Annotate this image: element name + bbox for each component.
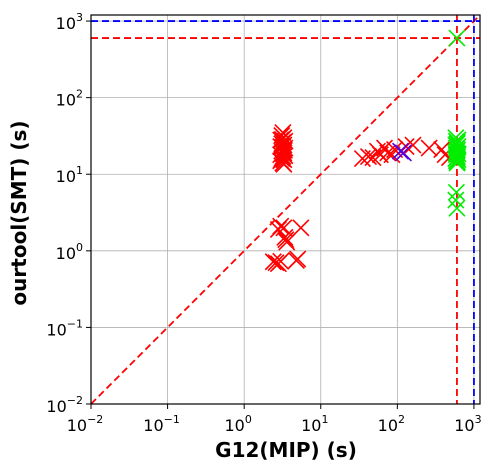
data-point-marker <box>391 142 410 160</box>
y-tick-label: 100 <box>56 241 83 263</box>
grid <box>90 15 480 405</box>
y-axis-title: ourtool(SMT) (s) <box>7 120 31 305</box>
data-point-marker <box>448 154 466 172</box>
x-tick-base: 10 <box>378 416 398 435</box>
x-axis-title: G12(MIP) (s) <box>215 438 357 462</box>
y-tick-exponent: 3 <box>76 11 83 24</box>
data-point-marker <box>276 228 294 246</box>
x-tick-exponent: −2 <box>87 413 103 426</box>
data-point-marker <box>264 253 282 271</box>
data-point-marker <box>448 29 466 47</box>
plot-frame <box>90 14 481 405</box>
x-tick-label: 10−1 <box>143 413 180 435</box>
x-tick-base: 10 <box>301 416 321 435</box>
y-tick-exponent: 1 <box>76 164 83 177</box>
data-point-marker <box>267 254 285 272</box>
x-tick-exponent: 3 <box>475 413 482 426</box>
data-point-marker <box>272 252 290 270</box>
y-tick-label: 10−1 <box>46 317 83 339</box>
data-point-marker <box>274 145 292 163</box>
x-tick-base: 10 <box>224 416 244 435</box>
data-point-marker <box>275 141 293 159</box>
x-tick-label: 10−2 <box>67 413 104 435</box>
reference-lines <box>90 14 481 405</box>
data-point-marker <box>278 233 296 251</box>
y-tick-exponent: 2 <box>76 88 83 101</box>
x-tick-exponent: 2 <box>398 413 405 426</box>
y-tick-base: 10 <box>46 320 66 339</box>
y-tick-exponent: −1 <box>67 317 83 330</box>
y-tick-base: 10 <box>56 91 76 110</box>
x-tick-label: 102 <box>378 413 405 435</box>
x-tick-base: 10 <box>143 416 163 435</box>
y-tick-base: 10 <box>46 397 66 416</box>
data-point-marker <box>269 220 287 239</box>
y-tick-base: 10 <box>56 14 76 33</box>
diagonal-reference-line <box>90 14 481 405</box>
y-tick-label: 10−2 <box>46 394 83 416</box>
y-tick-exponent: 0 <box>76 241 83 254</box>
data-point-marker <box>447 183 465 201</box>
data-point-marker <box>447 191 465 209</box>
y-tick-label: 102 <box>56 88 83 110</box>
x-tick-base: 10 <box>454 416 474 435</box>
x-tick-label: 101 <box>301 413 328 435</box>
x-tick-label: 100 <box>224 413 251 435</box>
data-point-marker <box>386 140 404 159</box>
x-tick-exponent: 1 <box>321 413 328 426</box>
y-tick-base: 10 <box>56 167 76 186</box>
data-point-marker <box>277 231 295 249</box>
x-tick-label: 103 <box>454 413 481 435</box>
data-point-marker <box>404 136 422 154</box>
data-point-marker <box>448 199 466 217</box>
y-tick-label: 103 <box>56 11 83 33</box>
y-tick-base: 10 <box>56 244 76 263</box>
x-tick-base: 10 <box>67 416 87 435</box>
data-point-marker <box>394 144 412 162</box>
data-point-marker <box>292 219 310 237</box>
data-point-marker <box>447 150 465 168</box>
data-point-marker <box>289 250 307 268</box>
x-tick-exponent: 0 <box>245 413 252 426</box>
data-point-marker <box>273 130 291 148</box>
data-points <box>264 29 467 273</box>
x-tick-exponent: −1 <box>164 413 180 426</box>
y-tick-exponent: −2 <box>67 394 83 407</box>
y-tick-label: 101 <box>56 164 83 186</box>
